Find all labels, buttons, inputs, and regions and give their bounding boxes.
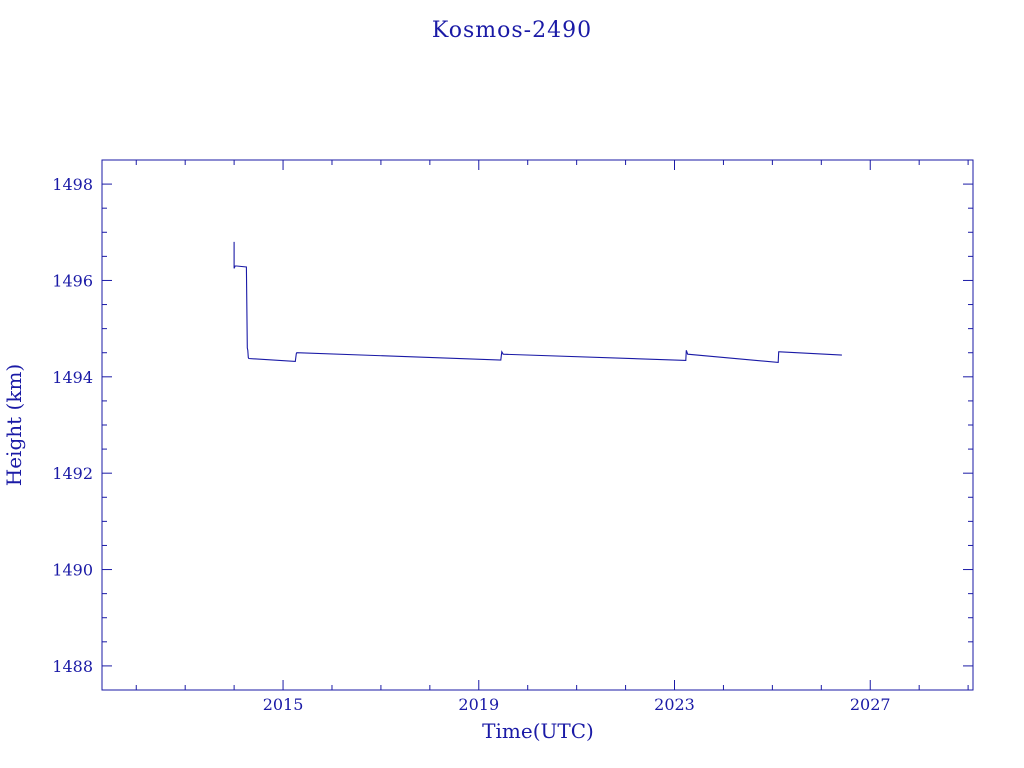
x-tick-label: 2027 xyxy=(850,695,891,714)
y-tick-label: 1496 xyxy=(52,271,93,290)
axis-ticks xyxy=(102,159,973,691)
y-tick-label: 1488 xyxy=(52,657,93,676)
x-axis-label: Time(UTC) xyxy=(482,719,594,743)
plot-frame xyxy=(101,159,974,691)
y-tick-label: 1498 xyxy=(52,175,93,194)
x-tick-label: 2015 xyxy=(263,695,304,714)
y-tick-label: 1494 xyxy=(52,368,93,387)
y-axis-label: Height (km) xyxy=(2,364,26,486)
x-tick-label: 2023 xyxy=(654,695,695,714)
chart-title: Kosmos-2490 xyxy=(432,18,592,43)
y-tick-label: 1492 xyxy=(52,464,93,483)
x-tick-label: 2019 xyxy=(458,695,499,714)
y-tick-label: 1490 xyxy=(52,561,93,580)
axis-tick-labels: 2015 2019 2023 2027 1488 1490 1492 1494 1496 1498 xyxy=(52,175,890,714)
series-line-height xyxy=(233,241,842,363)
